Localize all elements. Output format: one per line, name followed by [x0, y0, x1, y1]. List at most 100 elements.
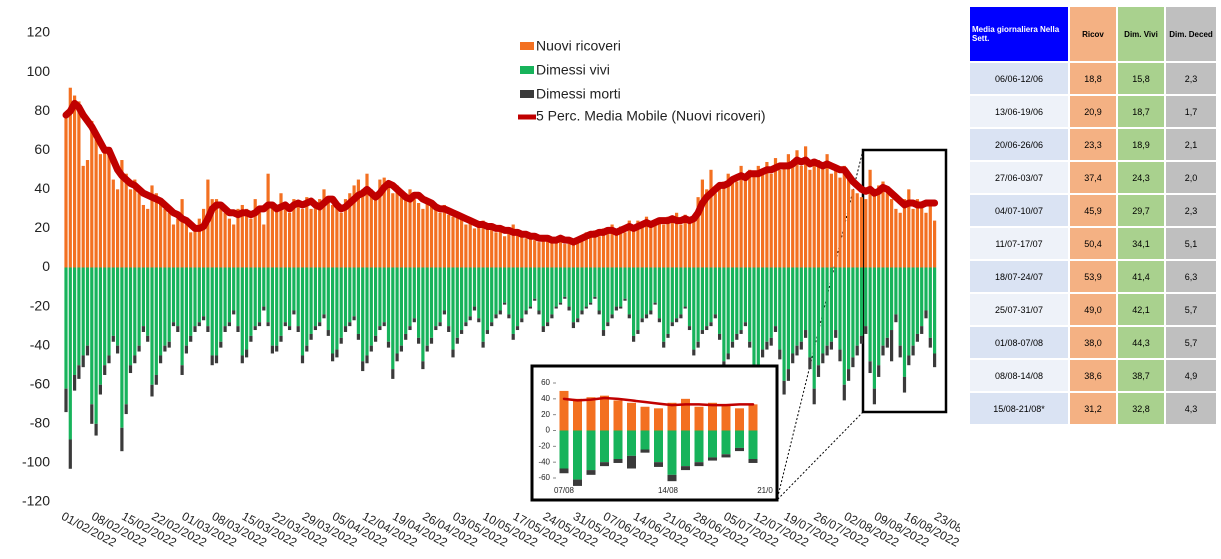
bar-dimessi-vivi [726, 267, 730, 354]
bar-dimessi-morti [447, 326, 451, 332]
bar-dimessi-vivi [705, 267, 709, 327]
bar-ricoveri [713, 193, 717, 268]
table-cell: 15/08-21/08* [970, 393, 1068, 424]
table-cell: 25/07-31/07 [970, 294, 1068, 325]
bar-ricoveri [68, 87, 72, 268]
bar-dimessi-morti [154, 374, 158, 385]
bar-dimessi-morti [219, 341, 223, 348]
bar-dimessi-morti [808, 357, 812, 370]
bar-dimessi-morti [681, 466, 690, 471]
table-cell: 42,1 [1118, 294, 1164, 325]
bar-dimessi-morti [718, 333, 722, 340]
bar-dimessi-morti [382, 322, 386, 327]
bar-dimessi-morti [468, 316, 472, 321]
bar-dimessi-vivi [335, 267, 339, 350]
bar-dimessi-morti [266, 322, 270, 327]
table-row: 04/07-10/07 45,9 29,7 2,3 [970, 195, 1216, 226]
bar-dimessi-vivi [812, 267, 816, 389]
bar-ricoveri [240, 204, 244, 268]
bar-dimessi-vivi [644, 267, 649, 315]
bar-dimessi-vivi [571, 267, 575, 323]
bar-ricoveri [245, 208, 249, 268]
bar-ricoveri [597, 236, 601, 268]
bar-ricoveri [799, 165, 803, 268]
bar-dimessi-morti [748, 459, 758, 463]
bar-ricoveri [821, 165, 825, 268]
bar-ricoveri [761, 169, 765, 268]
bar-ricoveri [507, 230, 511, 268]
bar-dimessi-morti [812, 388, 816, 405]
bar-ricoveri [107, 150, 111, 268]
bar-ricoveri [85, 160, 90, 268]
bar-ricoveri [537, 242, 541, 268]
bar-ricoveri [881, 181, 885, 268]
bar-dimessi-vivi [898, 267, 902, 346]
table-row: 15/08-21/08* 31,2 32,8 4,3 [970, 393, 1216, 424]
bar-dimessi-morti [735, 447, 744, 452]
bar-dimessi-vivi [331, 267, 335, 354]
bar-dimessi-vivi [395, 267, 399, 354]
bar-dimessi-morti [296, 326, 300, 332]
bar-ricoveri [541, 236, 545, 268]
bar-dimessi-vivi [613, 430, 623, 459]
bar-dimessi-vivi [171, 267, 176, 323]
legend-swatch [520, 42, 534, 50]
bar-dimessi-vivi [584, 267, 588, 307]
table-cell: 2,1 [1166, 129, 1216, 160]
bar-dimessi-morti [85, 345, 90, 356]
bar-dimessi-morti [584, 306, 588, 309]
bar-dimessi-morti [464, 322, 468, 327]
table-cell: 01/08-07/08 [970, 327, 1068, 358]
table-cell: 08/08-14/08 [970, 360, 1068, 391]
table-row: 27/06-03/07 37,4 24,3 2,0 [970, 162, 1216, 193]
bar-dimessi-vivi [266, 267, 270, 323]
bar-dimessi-vivi [73, 267, 77, 375]
bar-ricoveri [600, 395, 609, 431]
bar-ricoveri [709, 169, 713, 268]
bar-ricoveri [348, 193, 352, 268]
bar-dimessi-vivi [829, 267, 833, 342]
bar-dimessi-vivi [730, 267, 735, 342]
bar-ricoveri [460, 218, 464, 268]
bar-dimessi-morti [520, 318, 524, 323]
bar-ricoveri [601, 228, 606, 268]
bar-ricoveri [210, 199, 214, 268]
bar-dimessi-vivi [365, 267, 369, 356]
bar-dimessi-morti [421, 361, 425, 370]
bar-ricoveri [524, 238, 528, 268]
bar-dimessi-morti [829, 341, 833, 350]
bar-dimessi-vivi [558, 267, 563, 303]
bar-ricoveri [395, 185, 399, 268]
bar-ricoveri [322, 189, 326, 268]
bar-dimessi-vivi [559, 430, 569, 469]
bar-ricoveri [257, 212, 262, 268]
bar-dimessi-morti [868, 361, 872, 374]
bar-dimessi-vivi [735, 430, 744, 448]
bar-dimessi-vivi [313, 267, 317, 327]
inset-y-tick-label: 40 [541, 394, 550, 403]
bar-dimessi-morti [292, 310, 296, 315]
bar-ricoveri [150, 185, 154, 268]
bar-dimessi-morti [283, 322, 287, 327]
bar-dimessi-morti [700, 330, 704, 334]
bar-dimessi-vivi [795, 267, 799, 346]
bar-dimessi-morti [120, 427, 124, 452]
bar-ricoveri [146, 208, 150, 268]
bar-dimessi-vivi [460, 267, 464, 331]
bar-dimessi-vivi [206, 267, 210, 327]
bar-ricoveri [408, 189, 412, 268]
bar-dimessi-vivi [687, 267, 692, 327]
bar-dimessi-vivi [915, 267, 919, 334]
bar-dimessi-vivi [283, 267, 287, 323]
bar-dimessi-vivi [773, 267, 778, 327]
table-cell: 18/07-24/07 [970, 261, 1068, 292]
bar-dimessi-morti [137, 345, 141, 352]
bar-dimessi-vivi [550, 267, 554, 315]
bar-dimessi-morti [627, 455, 636, 469]
bar-ricoveri [137, 193, 141, 268]
bar-ricoveri [451, 216, 455, 268]
bar-ricoveri [593, 230, 597, 268]
bar-ricoveri [546, 240, 550, 268]
bar-ricoveri [111, 179, 115, 268]
